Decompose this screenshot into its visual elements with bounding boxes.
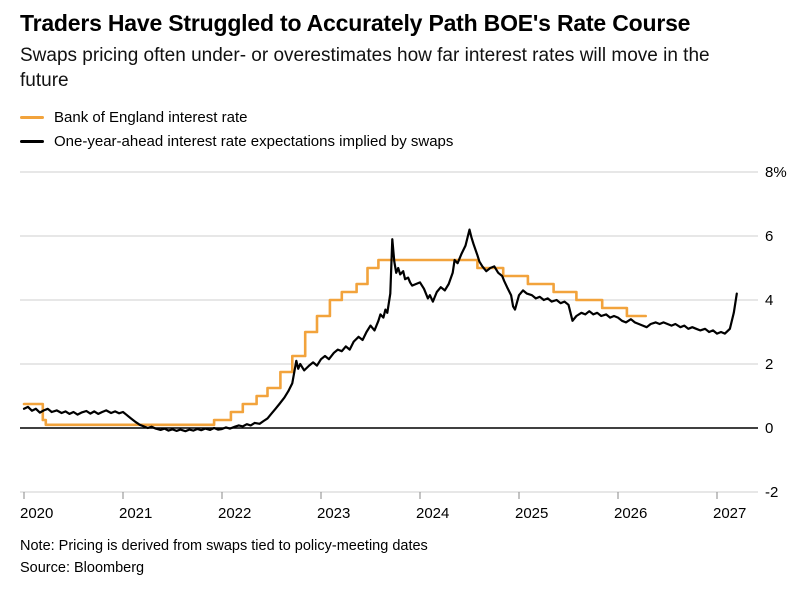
chart-subtitle: Swaps pricing often under- or overestima… [20, 45, 710, 92]
swaps-line-swatch [20, 140, 44, 144]
x-axis-label: 2025 [515, 505, 548, 522]
y-axis-label: 4 [765, 292, 773, 309]
source-line: Source: Bloomberg [20, 559, 145, 576]
boe-rate-line [22, 258, 647, 426]
chart-footer: Note: Pricing is derived from swaps tied… [0, 532, 812, 580]
x-axis-label: 2020 [20, 505, 53, 522]
y-axis-label: 2 [765, 356, 773, 373]
footnote: Note: Pricing is derived from swaps tied… [20, 537, 428, 554]
x-axis-label: 2023 [317, 505, 350, 522]
legend-item-swaps: One-year-ahead interest rate expectation… [20, 130, 792, 154]
boe-rate-line-swatch [20, 116, 44, 120]
x-axis-label: 2022 [218, 505, 251, 522]
chart-header: Traders Have Struggled to Accurately Pat… [0, 0, 812, 154]
legend-label-swaps: One-year-ahead interest rate expectation… [54, 133, 454, 151]
x-axis-label: 2026 [614, 505, 647, 522]
y-axis-label: 8% [765, 164, 787, 181]
x-axis-label: 2027 [713, 505, 746, 522]
rate-chart: 8% 6 4 2 0 -2 2020 2021 2022 2023 2024 2025 2026 2027 [20, 164, 787, 522]
y-axis-label: 0 [765, 420, 773, 437]
page-title: Traders Have Struggled to Accurately Pat… [20, 10, 691, 36]
swaps-expectations-line [22, 228, 738, 433]
x-axis-label: 2021 [119, 505, 152, 522]
y-axis-label: 6 [765, 228, 773, 245]
legend-label-boe-rate: Bank of England interest rate [54, 109, 248, 127]
chart-legend: Bank of England interest rate One-year-a… [20, 106, 792, 154]
y-axis-label: -2 [765, 484, 778, 501]
legend-item-boe-rate: Bank of England interest rate [20, 106, 792, 130]
x-axis-label: 2024 [416, 505, 449, 522]
